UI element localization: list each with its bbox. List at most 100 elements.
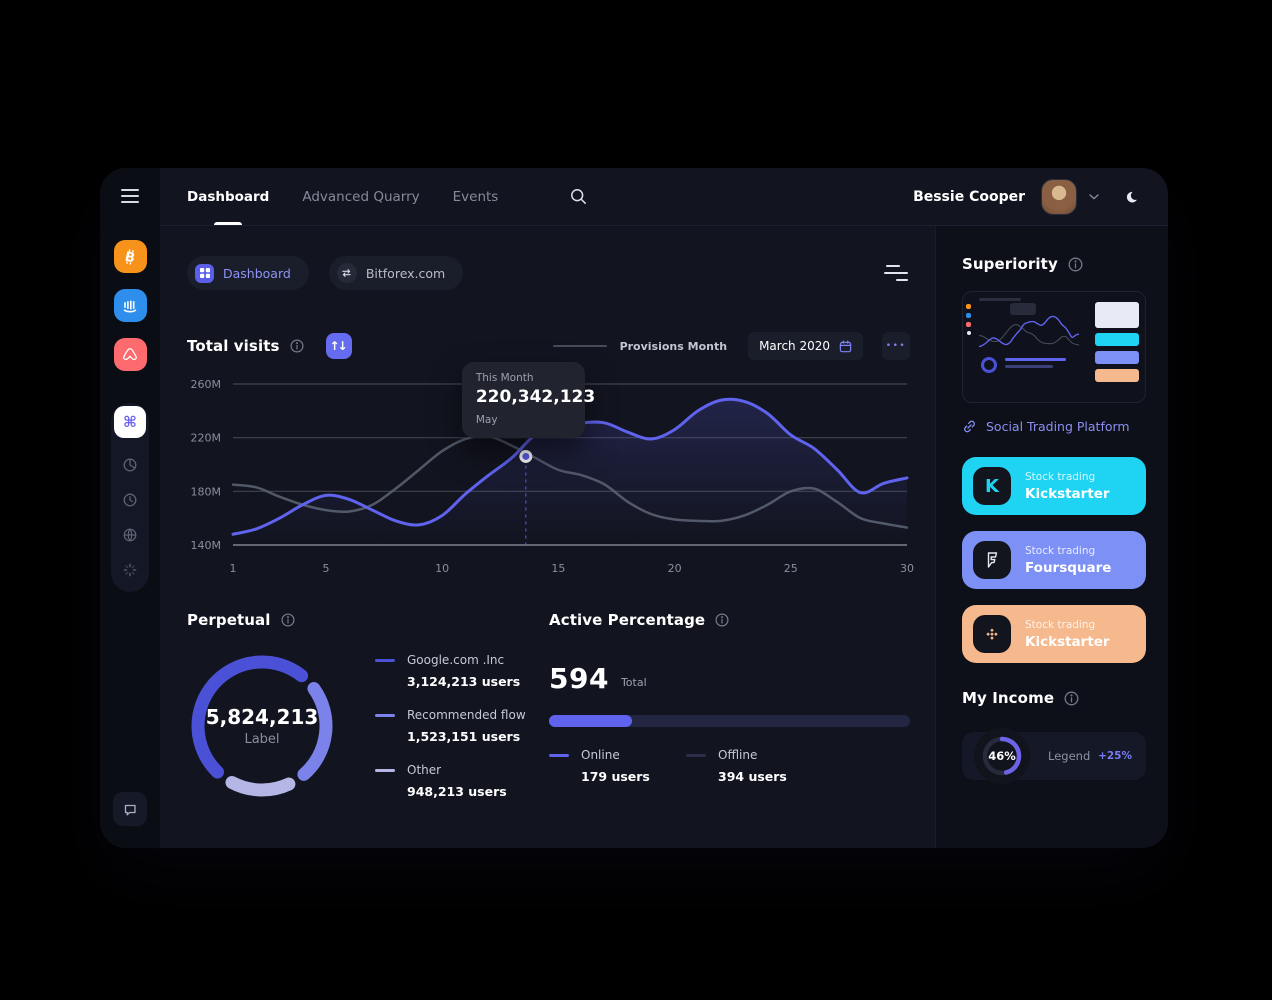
chat-button[interactable] xyxy=(113,792,147,826)
clock-icon xyxy=(123,493,137,507)
tab-advanced-quarry[interactable]: Advanced Quarry xyxy=(302,168,419,225)
sidebar-item-intercom[interactable] xyxy=(113,289,147,322)
theme-toggle[interactable] xyxy=(1124,189,1140,205)
legend-value: 394 users xyxy=(718,769,787,784)
moon-icon xyxy=(1126,191,1137,202)
svg-text:10: 10 xyxy=(435,562,449,575)
sort-visits-button[interactable]: ↑↓ xyxy=(325,333,352,359)
breadcrumb-site-chip[interactable]: Bitforex.com xyxy=(328,256,464,290)
hamburger-menu-icon[interactable] xyxy=(121,189,139,203)
right-panel: Superiority xyxy=(935,226,1168,848)
card-kickstarter-2[interactable]: Stock trading Kickstarter xyxy=(962,605,1146,663)
user-menu-toggle[interactable] xyxy=(1089,193,1099,200)
month-select[interactable]: March 2020 xyxy=(748,332,863,360)
kickstarter-icon: K xyxy=(973,467,1011,505)
tab-events[interactable]: Events xyxy=(453,168,499,225)
total-visits-header: Total visits ↑↓ Provisions Month March 2… xyxy=(187,332,910,360)
perpetual-title: Perpetual xyxy=(187,611,271,629)
breadcrumb-dashboard-chip[interactable]: Dashboard xyxy=(187,256,309,290)
binance-icon xyxy=(973,615,1011,653)
superiority-thumbnail[interactable] xyxy=(962,291,1146,403)
topbar: Dashboard Advanced Quarry Events Bessie … xyxy=(160,168,1168,226)
filter-lines-button[interactable] xyxy=(884,265,910,281)
sidebar-item-clock[interactable] xyxy=(122,492,138,508)
legend-item-online: Online 179 users xyxy=(549,748,686,784)
active-legend: Online 179 users Offline 394 users xyxy=(549,748,910,784)
social-trading-link[interactable]: Social Trading Platform xyxy=(962,419,1146,434)
provisions-month-label: Provisions Month xyxy=(619,339,728,353)
month-select-value: March 2020 xyxy=(759,339,830,353)
my-income-title: My Income xyxy=(962,689,1055,707)
active-progress-fill xyxy=(549,715,633,727)
main-content: Dashboard Bitforex.com Total visi xyxy=(160,226,935,848)
active-progress-bar xyxy=(549,715,910,727)
sidebar-item-globe[interactable] xyxy=(122,527,138,543)
tooltip-subtitle: May xyxy=(475,414,498,426)
stock-cards: K Stock trading Kickstarter xyxy=(962,457,1146,663)
sidebar-item-pie[interactable] xyxy=(122,457,138,473)
active-percentage-info-icon[interactable] xyxy=(715,613,729,627)
perpetual-section: Perpetual 5,824,213 xyxy=(187,611,549,818)
chat-bubble-icon xyxy=(124,804,136,816)
command-icon: ⌘ xyxy=(123,413,137,431)
perpetual-info-icon[interactable] xyxy=(280,613,295,627)
card-name: Kickstarter xyxy=(1025,485,1110,502)
provisions-legend-swatch xyxy=(552,345,607,347)
search-button[interactable] xyxy=(569,187,588,206)
breadcrumb: Dashboard Bitforex.com xyxy=(187,256,910,290)
total-visits-info-icon[interactable] xyxy=(289,339,304,353)
income-card[interactable]: 46% Legend +25% xyxy=(962,728,1146,784)
perpetual-donut-chart: 5,824,213 Label xyxy=(187,651,337,801)
superiority-info-icon[interactable] xyxy=(1068,257,1083,272)
card-name: Kickstarter xyxy=(1025,633,1110,650)
tooltip-title: This Month xyxy=(475,372,534,384)
foursquare-icon xyxy=(973,541,1011,579)
dashboard-window: B xyxy=(100,168,1168,848)
svg-text:1: 1 xyxy=(230,562,237,575)
legend-swatch xyxy=(375,658,395,662)
svg-text:15: 15 xyxy=(551,562,565,575)
sidebar-item-command[interactable]: ⌘ xyxy=(114,406,146,438)
total-visits-chart[interactable]: 260M 220M 180M 140M 1 5 10 15 20 25 30 This Month … xyxy=(187,362,915,578)
legend-label: Recommended flow xyxy=(407,708,526,722)
avatar[interactable] xyxy=(1041,178,1077,215)
pie-chart-icon xyxy=(123,458,137,472)
active-percentage-section: Active Percentage 594 Total xyxy=(549,611,910,818)
card-tag: Stock trading xyxy=(1025,618,1096,631)
my-income-info-icon[interactable] xyxy=(1064,691,1079,706)
sidebar-item-airbnb[interactable] xyxy=(113,338,147,371)
tab-dashboard[interactable]: Dashboard xyxy=(187,168,269,225)
sidebar-item-loader[interactable] xyxy=(122,562,138,578)
chart-tooltip: This Month 220,342,123 May xyxy=(461,362,595,438)
svg-text:30: 30 xyxy=(900,562,914,575)
breadcrumb-site-label: Bitforex.com xyxy=(365,265,446,281)
legend-item-other: Other 948,213 users xyxy=(375,763,526,799)
tab-dashboard-label: Dashboard xyxy=(187,188,270,205)
legend-label: Other xyxy=(407,763,442,777)
breadcrumb-dashboard-label: Dashboard xyxy=(223,265,291,281)
user-name[interactable]: Bessie Cooper xyxy=(913,188,1025,205)
active-percentage-title: Active Percentage xyxy=(549,611,706,629)
donut-center-label: Label xyxy=(244,732,280,747)
loader-icon xyxy=(123,563,137,577)
legend-item-recommended: Recommended flow 1,523,151 users xyxy=(375,708,526,744)
legend-swatch xyxy=(375,768,395,772)
bitcoin-icon: B xyxy=(123,248,136,266)
card-kickstarter-1[interactable]: K Stock trading Kickstarter xyxy=(962,457,1146,515)
card-foursquare[interactable]: Stock trading Foursquare xyxy=(962,531,1146,589)
superiority-title: Superiority xyxy=(962,255,1058,273)
total-users-value: 594 xyxy=(549,662,609,695)
search-icon xyxy=(571,189,587,204)
income-delta: +25% xyxy=(1098,750,1132,762)
airbnb-icon xyxy=(123,347,137,360)
more-options-button[interactable]: ••• xyxy=(882,332,910,360)
tab-events-label: Events xyxy=(452,188,499,205)
thumbnail-cards xyxy=(1095,292,1145,402)
intercom-icon xyxy=(123,300,137,312)
calendar-icon xyxy=(839,340,852,352)
legend-swatch xyxy=(686,753,706,757)
card-tag: Stock trading xyxy=(1025,470,1096,483)
sidebar-item-bitcoin[interactable]: B xyxy=(113,240,147,273)
svg-text:140M: 140M xyxy=(191,539,222,552)
